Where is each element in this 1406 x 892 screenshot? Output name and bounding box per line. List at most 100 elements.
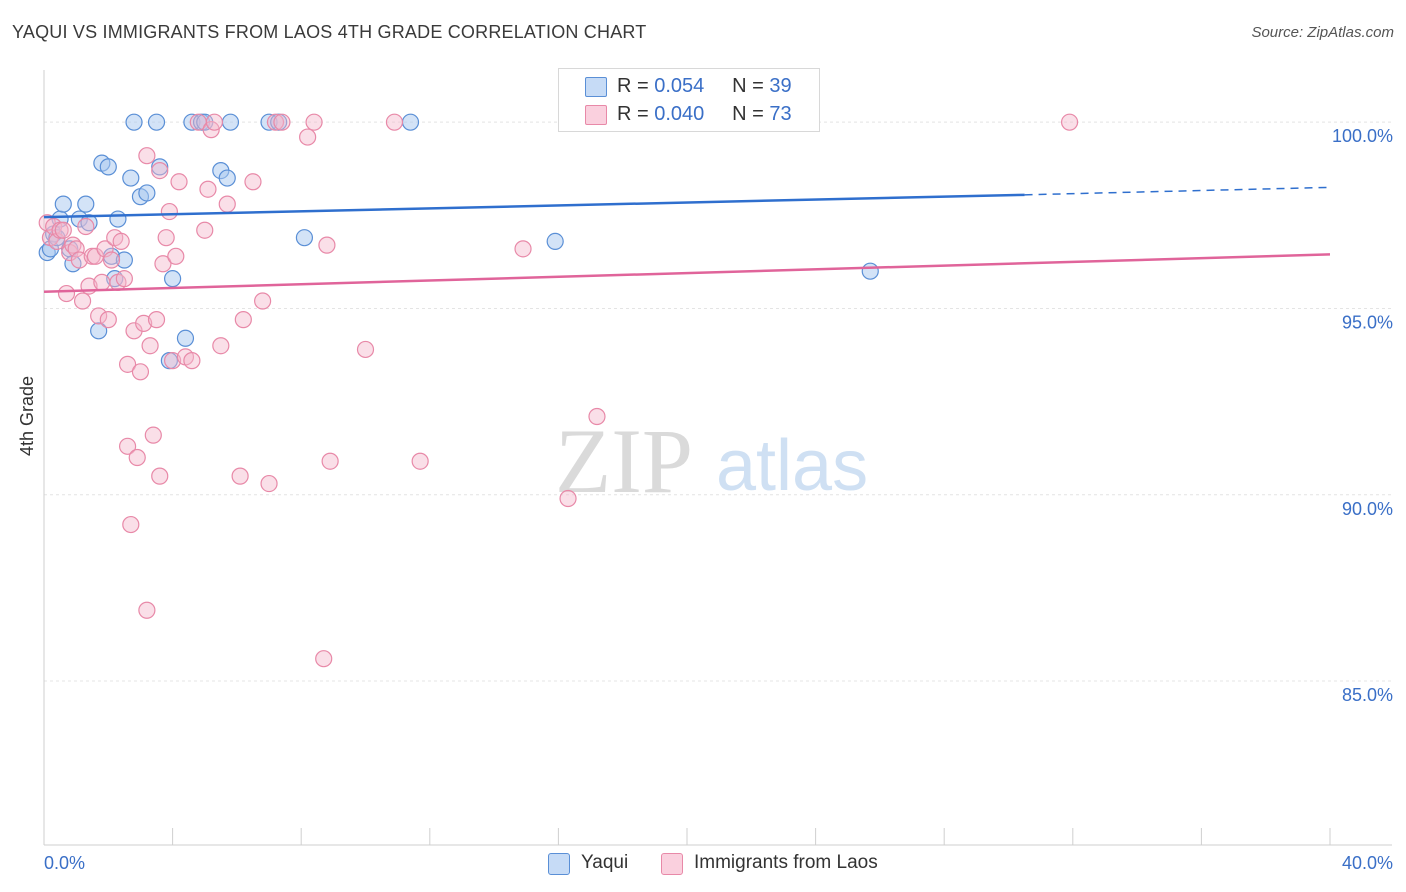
- yaqui-point: [90, 322, 108, 340]
- laos-point: [183, 352, 201, 370]
- laos-point: [559, 489, 577, 508]
- laos-point: [514, 240, 532, 258]
- yaqui-point: [221, 113, 240, 131]
- watermark-atlas: atlas: [716, 426, 868, 506]
- yaqui-point: [147, 113, 166, 131]
- laos-point: [254, 292, 272, 310]
- yaqui-point: [218, 169, 236, 187]
- yaqui-point: [54, 195, 72, 213]
- yaqui-point: [77, 195, 95, 213]
- legend-n-value: 73: [769, 103, 792, 125]
- laos-point: [90, 307, 108, 325]
- y-axis-label: 4th Grade: [17, 375, 37, 456]
- correlation-legend: R = 0.054 N = 39 R = 0.040 N = 73: [558, 68, 820, 132]
- laos-point: [138, 601, 156, 619]
- laos-point: [115, 270, 133, 288]
- laos-point: [154, 255, 172, 273]
- yaqui-point: [122, 169, 140, 187]
- laos-point: [160, 202, 178, 221]
- yaqui-point: [138, 184, 156, 202]
- legend-r-value: 0.040: [654, 103, 705, 125]
- laos-point: [57, 284, 76, 303]
- laos-point: [67, 240, 85, 258]
- laos-trend-line: [43, 253, 1331, 293]
- laos-point: [118, 437, 137, 455]
- y-tick-label: 100.0%: [1332, 126, 1393, 146]
- bottom-legend-label-laos: Immigrants from Laos: [694, 852, 878, 873]
- legend-r-value: 0.054: [654, 75, 705, 97]
- yaqui-point: [861, 262, 879, 280]
- laos-point: [164, 352, 182, 370]
- legend-n-label: N =: [732, 103, 764, 125]
- laos-point: [73, 292, 92, 310]
- bottom-legend-label-yaqui: Yaqui: [581, 852, 629, 873]
- yaqui-point: [115, 251, 133, 269]
- laos-point: [199, 180, 217, 198]
- legend-n-value: 39: [769, 75, 792, 97]
- laos-point: [588, 407, 606, 426]
- laos-point: [385, 113, 404, 131]
- laos-point: [70, 251, 88, 269]
- axes: [43, 70, 1392, 846]
- laos-point: [231, 467, 249, 485]
- laos-point: [305, 113, 323, 131]
- laos-point: [212, 337, 230, 355]
- yaqui-trend-extension: [1024, 186, 1331, 196]
- laos-point: [99, 311, 117, 329]
- yaqui-point: [151, 158, 169, 176]
- laos-point: [151, 162, 169, 180]
- laos-point: [147, 311, 166, 329]
- legend-swatch-yaqui: [585, 77, 607, 97]
- y-tick-label: 95.0%: [1342, 312, 1393, 332]
- yaqui-point: [125, 113, 143, 131]
- y-tick-label: 90.0%: [1342, 499, 1393, 519]
- yaqui-point: [546, 232, 564, 250]
- laos-point: [77, 217, 95, 236]
- laos-point: [144, 426, 162, 444]
- laos-point: [260, 474, 278, 493]
- laos-point: [1060, 113, 1079, 131]
- laos-point: [356, 340, 375, 359]
- yaqui-point: [401, 113, 420, 131]
- watermark-zip: ZIP: [555, 410, 693, 512]
- laos-point: [54, 221, 72, 239]
- yaqui-point: [295, 229, 314, 247]
- laos-point: [131, 363, 150, 381]
- legend-n-label: N =: [732, 75, 764, 97]
- gridlines: [44, 121, 1392, 682]
- laos-point: [122, 515, 140, 534]
- laos-point: [315, 650, 333, 668]
- bottom-legend-swatch-yaqui: [548, 853, 570, 875]
- laos-point: [273, 113, 291, 131]
- laos-point: [157, 229, 175, 247]
- laos-point: [205, 113, 223, 131]
- laos-point: [138, 147, 156, 165]
- laos-point: [102, 251, 121, 269]
- chart-title: YAQUI VS IMMIGRANTS FROM LAOS 4TH GRADE …: [12, 22, 647, 42]
- y-tick-label: 85.0%: [1342, 685, 1393, 705]
- yaqui-point: [176, 329, 195, 347]
- yaqui-trend-line: [43, 193, 1025, 219]
- legend-swatch-laos: [585, 105, 607, 125]
- yaqui-point: [164, 270, 182, 288]
- x-tick-label: 40.0%: [1342, 853, 1393, 873]
- laos-point: [135, 314, 153, 332]
- trend-lines: [43, 186, 1331, 293]
- laos-point: [167, 247, 185, 265]
- laos-point: [151, 467, 169, 485]
- laos-point: [299, 128, 317, 146]
- laos-point: [218, 195, 236, 213]
- x-tick-label: 0.0%: [44, 853, 85, 873]
- laos-point: [234, 311, 252, 329]
- laos-point: [112, 232, 130, 250]
- laos-point: [411, 452, 429, 470]
- legend-r-label: R =: [617, 75, 649, 97]
- chart-source: Source: ZipAtlas.com: [1251, 24, 1394, 41]
- yaqui-point: [109, 210, 127, 228]
- watermark: ZIP atlas: [555, 410, 868, 512]
- yaqui-point: [99, 158, 117, 176]
- laos-point: [196, 221, 214, 239]
- laos-point: [266, 113, 285, 131]
- bottom-legend-swatch-laos: [661, 853, 683, 875]
